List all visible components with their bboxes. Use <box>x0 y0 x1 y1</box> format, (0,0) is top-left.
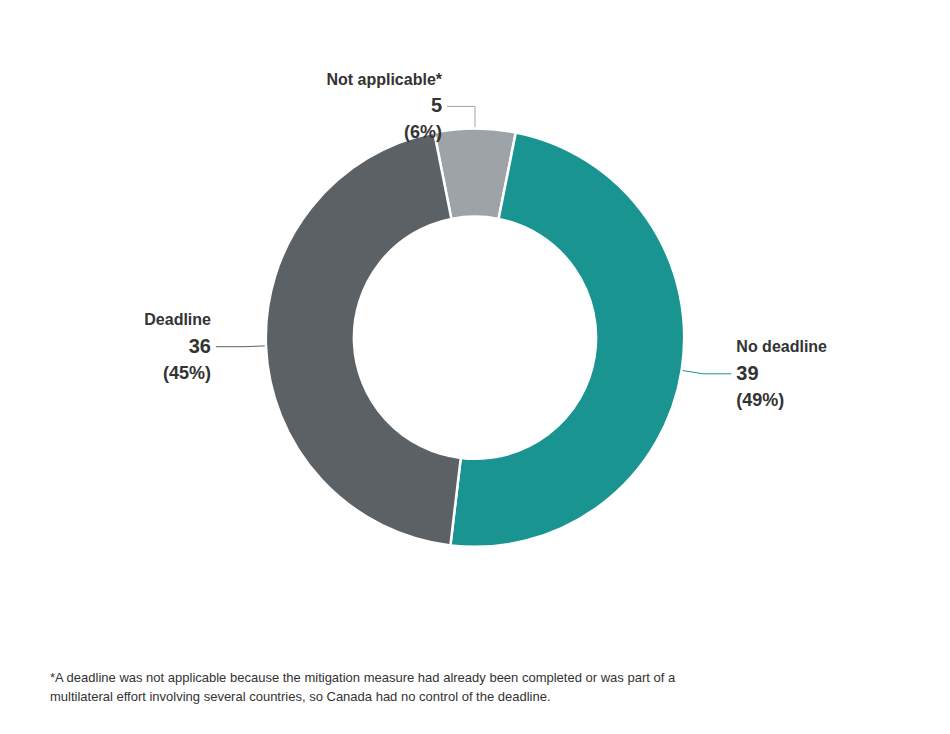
svg-text:36: 36 <box>189 335 211 357</box>
svg-text:*A deadline was not applicable: *A deadline was not applicable because t… <box>50 670 676 685</box>
svg-text:(45%): (45%) <box>163 363 211 383</box>
svg-text:Not applicable*: Not applicable* <box>326 71 442 88</box>
svg-text:(6%): (6%) <box>404 122 442 142</box>
svg-text:39: 39 <box>736 362 758 384</box>
svg-text:Deadline: Deadline <box>144 311 211 328</box>
svg-text:(49%): (49%) <box>736 390 784 410</box>
svg-text:No deadline: No deadline <box>736 338 827 355</box>
svg-text:5: 5 <box>431 94 442 116</box>
svg-text:multilateral effort involving: multilateral effort involving several co… <box>50 689 551 704</box>
